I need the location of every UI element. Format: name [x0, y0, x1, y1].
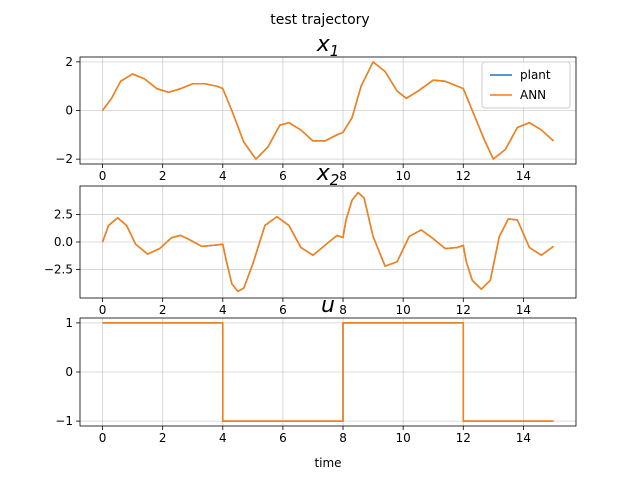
x-tick-label: 14	[516, 169, 531, 183]
y-tick-label: 0	[65, 365, 73, 379]
x-tick-label: 8	[339, 169, 347, 183]
x-tick-label: 0	[99, 169, 107, 183]
x-tick-label: 6	[279, 431, 287, 445]
x-axis-label: time	[314, 456, 341, 470]
y-tick-label: −1	[55, 414, 73, 428]
y-tick-label: 0	[65, 104, 73, 118]
x-tick-label: 12	[456, 169, 471, 183]
x-tick-label: 2	[159, 431, 167, 445]
series-line-ann	[101, 61, 555, 160]
x-tick-label: 0	[99, 303, 107, 317]
legend-label-ann: ANN	[520, 88, 546, 102]
x-tick-label: 2	[159, 303, 167, 317]
x-tick-label: 0	[99, 431, 107, 445]
x-tick-label: 4	[219, 431, 227, 445]
x-tick-label: 14	[516, 431, 531, 445]
subplot-2: 0 2 4 6 8 10 12 14 −2.5 0.0 2.5 x2	[44, 161, 577, 317]
x-tick-label: 12	[456, 303, 471, 317]
x-tick-label: 14	[516, 303, 531, 317]
y-tick-label: 1	[65, 316, 73, 330]
subplot-1: 0 2 4 6 8 10 12 14 −2 0 2 x1 plant ANN	[55, 32, 577, 183]
x-tick-label: 2	[159, 169, 167, 183]
y-tick-label: 2.5	[54, 208, 73, 222]
x-tick-label: 10	[396, 303, 411, 317]
y-tick-label: 2	[65, 55, 73, 69]
subplot-3: 0 2 4 6 8 10 12 14 −1 0 1 u	[55, 293, 577, 445]
series-line-ann	[101, 191, 554, 293]
legend-label-plant: plant	[520, 68, 551, 82]
figure-suptitle: test trajectory	[270, 12, 369, 28]
y-tick-label: −2	[55, 152, 73, 166]
x-tick-label: 4	[219, 303, 227, 317]
x-tick-label: 12	[456, 431, 471, 445]
legend-box	[481, 61, 571, 109]
x-tick-label: 8	[339, 431, 347, 445]
y-tick-label: −2.5	[44, 262, 73, 276]
subplot-title: u	[321, 293, 335, 318]
legend: plant ANN	[481, 61, 571, 109]
subplot-title: x1	[316, 32, 340, 60]
series-line-ann	[102, 322, 554, 422]
x-tick-label: 4	[219, 169, 227, 183]
x-tick-label: 8	[339, 303, 347, 317]
x-tick-label: 6	[279, 169, 287, 183]
x-tick-label: 10	[396, 431, 411, 445]
x-tick-label: 6	[279, 303, 287, 317]
x-tick-label: 10	[396, 169, 411, 183]
subplot-title: x2	[316, 161, 340, 189]
y-tick-label: 0.0	[54, 235, 73, 249]
